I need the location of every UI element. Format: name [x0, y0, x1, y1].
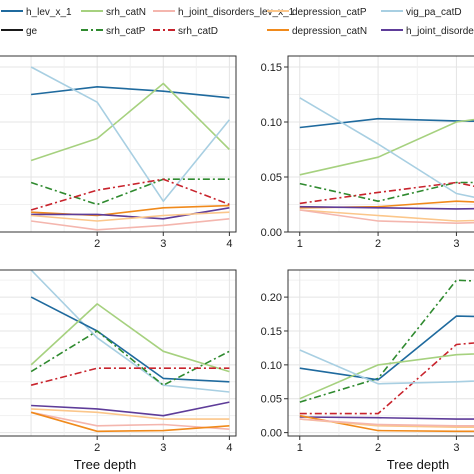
- series-line-h_lev_x_1: [30, 296, 230, 383]
- series-line-depression_catP: [31, 211, 230, 222]
- y-tick-label: 0.10: [261, 117, 282, 129]
- series-line-h_joint_disorders: [299, 205, 474, 210]
- series-line-srh_catP: [30, 178, 230, 206]
- legend-item: depression_catN: [267, 26, 367, 37]
- series-line-srh_catD: [299, 181, 474, 205]
- x-tick-label: 3: [160, 442, 166, 454]
- legend-label: vig_pa_catD: [406, 7, 462, 18]
- legend-item: h_joint_disorders: [381, 26, 474, 37]
- y-tick-label: 0.00: [261, 227, 282, 239]
- series-line-vig_pa_catD: [299, 97, 474, 199]
- legend-label: h_joint_disorders: [406, 26, 474, 37]
- legend-label: srh_catP: [106, 26, 146, 37]
- series-line-h_joint_disorders: [299, 416, 474, 420]
- legend-label: ge: [26, 26, 38, 37]
- series-line-h_joint_disorders_lev_x_1: [30, 218, 230, 231]
- series-line-srh_catD: [299, 342, 474, 415]
- legend-item: vig_pa_catD: [381, 7, 462, 18]
- panel-1: 2 3 4: [0, 55, 237, 250]
- series-line-depression_catP: [299, 209, 474, 222]
- y-tick-label: 0.10: [261, 360, 282, 372]
- x-tick-label: 3: [160, 238, 166, 250]
- legend-label: h_joint_disorders_lev_x_1: [178, 7, 295, 18]
- series-line-srh_catN: [299, 353, 474, 400]
- legend-label: srh_catN: [106, 7, 146, 18]
- series-line-vig_pa_catD: [30, 270, 230, 393]
- x-tick-label: 3: [453, 442, 459, 454]
- y-tick-label: 0.15: [261, 62, 282, 74]
- x-tick-label: 2: [375, 442, 381, 454]
- series-layer: [30, 270, 230, 433]
- y-tick-label: 0.20: [261, 292, 282, 304]
- series-line-srh_catP: [299, 279, 474, 403]
- x-tick-label: 2: [94, 442, 100, 454]
- series-line-vig_pa_catD: [30, 66, 231, 202]
- legend-label: depression_catP: [292, 7, 367, 18]
- legend-item: srh_catN: [81, 7, 146, 18]
- x-axis-title: Tree depth: [74, 457, 136, 472]
- panel-frame: [0, 55, 237, 233]
- x-tick-label: 3: [453, 238, 459, 250]
- series-line-h_lev_x_1: [299, 315, 474, 381]
- series-line-depression_catN: [30, 411, 230, 433]
- series-line-srh_catD: [30, 367, 230, 386]
- series-layer: [30, 66, 231, 231]
- series-layer: [299, 97, 474, 224]
- legend-item: srh_catD: [153, 26, 218, 37]
- series-line-srh_catN: [299, 118, 474, 176]
- series-line-srh_catP: [299, 181, 474, 202]
- series-line-h_lev_x_1: [299, 117, 474, 129]
- legend-item: h_joint_disorders_lev_x_1: [153, 7, 295, 18]
- legend-label: srh_catD: [178, 26, 218, 37]
- legend-label: h_lev_x_1: [26, 7, 72, 18]
- y-tick-label: 0.15: [261, 326, 282, 338]
- x-axis-title: Tree depth: [387, 457, 449, 472]
- series-layer: [299, 279, 474, 433]
- legend-item: srh_catP: [81, 26, 146, 37]
- panel-2: 1 2 3 0.00 0.05 0.10 0.15: [261, 55, 474, 250]
- x-tick-label: 4: [226, 442, 232, 454]
- legend-item: h_lev_x_1: [1, 7, 72, 18]
- x-tick-label: 1: [297, 442, 303, 454]
- panel-frame: [0, 269, 237, 437]
- series-line-h_joint_disorders_lev_x_1: [299, 418, 474, 427]
- y-tick-label: 0.00: [261, 428, 282, 440]
- legend-label: depression_catN: [292, 26, 367, 37]
- y-tick-label: 0.05: [261, 172, 282, 184]
- panel-3: 2 3 4: [0, 269, 237, 454]
- x-tick-label: 4: [226, 238, 232, 250]
- series-line-h_joint_disorders: [31, 401, 230, 417]
- panel-4: 1 2 3 0.00 0.05 0.10 0.15 0.20: [261, 269, 474, 454]
- series-line-vig_pa_catD: [299, 349, 474, 385]
- x-tick-label: 2: [375, 238, 381, 250]
- y-tick-label: 0.05: [261, 394, 282, 406]
- legend-item: ge: [1, 26, 38, 37]
- series-line-h_joint_disorders_lev_x_1: [299, 209, 474, 224]
- series-line-h_lev_x_1: [31, 86, 230, 99]
- panel-frame: [287, 269, 474, 437]
- panel-frame: [287, 55, 474, 233]
- series-line-srh_catN: [30, 303, 230, 373]
- series-line-srh_catD: [30, 178, 230, 211]
- x-tick-label: 1: [297, 238, 303, 250]
- legend-item: depression_catP: [267, 7, 367, 18]
- series-line-srh_catN: [30, 82, 230, 162]
- x-tick-label: 2: [94, 238, 100, 250]
- series-line-h_joint_disorders_lev_x_1: [30, 411, 230, 430]
- series-line-depression_catP: [31, 408, 230, 420]
- legend: h_lev_x_1 srh_catN h_joint_disorders_lev_x…: [1, 7, 474, 37]
